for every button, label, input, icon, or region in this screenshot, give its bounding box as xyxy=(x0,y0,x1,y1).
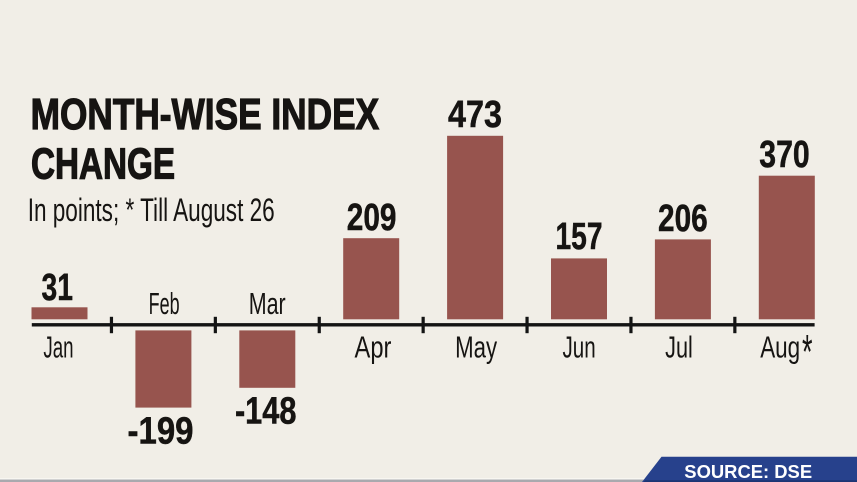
svg-text:Jan: Jan xyxy=(43,331,73,365)
svg-text:*: * xyxy=(802,326,813,379)
svg-text:206: 206 xyxy=(658,198,708,240)
svg-text:-148: -148 xyxy=(235,391,297,433)
svg-text:Jun: Jun xyxy=(563,331,596,365)
svg-text:Jul: Jul xyxy=(665,331,693,365)
svg-text:Apr: Apr xyxy=(355,331,392,365)
svg-text:CHANGE: CHANGE xyxy=(31,140,175,188)
svg-text:In points; * Till August 26: In points; * Till August 26 xyxy=(28,192,275,228)
svg-text:SOURCE: DSE: SOURCE: DSE xyxy=(684,462,812,482)
svg-text:370: 370 xyxy=(759,134,810,176)
svg-text:473: 473 xyxy=(448,94,502,136)
svg-text:157: 157 xyxy=(555,216,602,258)
svg-text:Mar: Mar xyxy=(249,287,286,321)
svg-text:Feb: Feb xyxy=(149,287,180,321)
svg-text:-199: -199 xyxy=(128,411,194,453)
svg-text:209: 209 xyxy=(347,197,397,239)
svg-text:Aug: Aug xyxy=(760,331,800,365)
svg-text:MONTH-WISE INDEX: MONTH-WISE INDEX xyxy=(31,91,380,139)
svg-text:31: 31 xyxy=(42,267,73,309)
svg-text:May: May xyxy=(455,331,498,365)
